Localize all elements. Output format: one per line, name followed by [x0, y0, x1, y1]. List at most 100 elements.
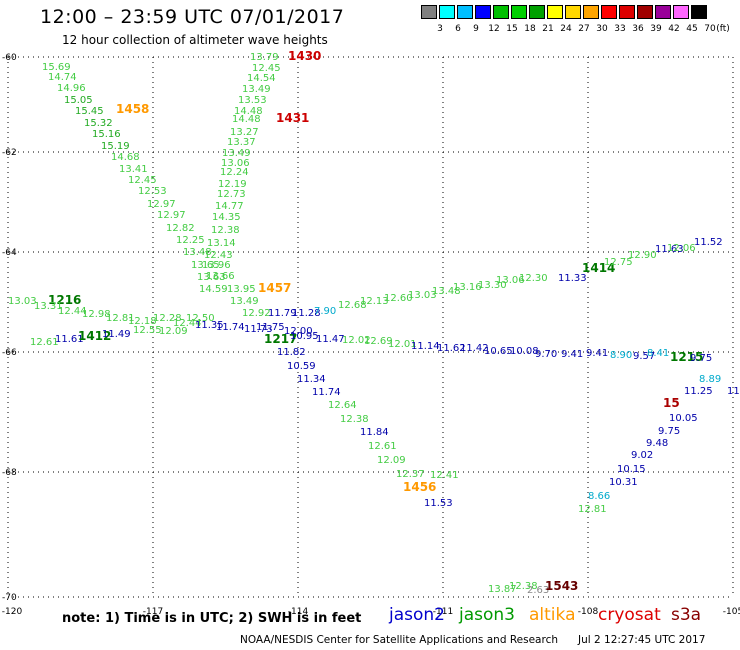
wave-height-label: 11.62: [437, 343, 466, 354]
scale-swatch: [457, 5, 473, 19]
wave-height-label: 13.79: [250, 52, 279, 63]
wave-height-label: 14.77: [215, 201, 244, 212]
legend-s3a: s3a: [671, 605, 702, 625]
legend-jason2: jason2: [389, 605, 445, 625]
scale-label: 15: [506, 24, 518, 34]
scale-swatch: [637, 5, 653, 19]
scale-swatch: [493, 5, 509, 19]
legend-jason3: jason3: [459, 605, 515, 625]
wave-height-label: 12.18: [128, 316, 157, 327]
scale-label: 36: [632, 24, 644, 34]
wave-height-label: 10.05: [669, 413, 698, 424]
credit-text: NOAA/NESDIS Center for Satellite Applica…: [240, 634, 558, 646]
wave-height-label: 11.75: [256, 322, 285, 333]
wave-height-label: 12.01: [388, 339, 417, 350]
wave-height-label: 13.03: [408, 290, 437, 301]
pass-time-label: 1217: [264, 332, 297, 346]
wave-height-label: 9.70: [535, 349, 557, 360]
wave-height-label: 11.25: [684, 386, 713, 397]
wave-height-label: 12.30: [519, 273, 548, 284]
scale-label: 3: [437, 24, 443, 34]
wave-height-label: 14.48: [234, 106, 263, 117]
wave-height-label: 12.75: [604, 257, 633, 268]
pass-time-label: 1412: [78, 329, 111, 343]
legend-cryosat: cryosat: [598, 605, 661, 625]
wave-height-label: 12.53: [138, 186, 167, 197]
wave-height-label: 12.45: [128, 175, 157, 186]
wave-height-label: 12.38: [211, 225, 240, 236]
timestamp-text: Jul 2 12:27:45 UTC 2017: [578, 634, 706, 646]
wave-height-label: 12.97: [147, 199, 176, 210]
scale-label: 9: [473, 24, 479, 34]
scale-swatch: [439, 5, 455, 19]
scale-label: 39: [650, 24, 662, 34]
lon-tick-label: -114: [288, 607, 309, 617]
wave-height-label: 11.84: [360, 427, 389, 438]
wave-height-label: 11.73: [244, 324, 273, 335]
pass-time-label: 1458: [116, 102, 149, 116]
wave-height-label: 12.25: [176, 235, 205, 246]
wave-height-label: 11.63: [655, 244, 684, 255]
lon-tick-label: -108: [578, 607, 599, 617]
wave-height-label: 11.49: [102, 329, 131, 340]
wave-height-label: 12.55: [133, 325, 162, 336]
scale-swatch: [475, 5, 491, 19]
wave-height-label: 2.63: [527, 585, 549, 596]
scale-swatch: [565, 5, 581, 19]
lat-tick-label: -68: [2, 468, 17, 478]
wave-height-label: 10.59: [287, 361, 316, 372]
wave-height-label: 12.97: [157, 210, 186, 221]
wave-height-label: 12.24: [220, 167, 249, 178]
lat-tick-label: -62: [2, 148, 17, 158]
wave-height-label: 9.02: [631, 450, 653, 461]
scale-label: 6: [455, 24, 461, 34]
legend-altika: altika: [529, 605, 576, 625]
map-subtitle: 12 hour collection of altimeter wave hei…: [62, 33, 328, 47]
wave-height-label: 12.38: [509, 581, 538, 592]
wave-height-label: 11.82: [277, 347, 306, 358]
wave-height-label: 11.34: [297, 374, 326, 385]
pass-time-label: 1430: [288, 49, 321, 63]
wave-height-label: 15.45: [75, 106, 104, 117]
wave-height-label: 14.48: [232, 114, 261, 125]
wave-height-label: 13.66: [206, 271, 235, 282]
wave-height-label: 12.41: [430, 470, 459, 481]
pass-time-label: 1216: [48, 293, 81, 307]
wave-height-label: 12.81: [578, 504, 607, 515]
wave-height-label: 11.35: [195, 320, 224, 331]
wave-height-label: 12.43: [204, 250, 233, 261]
wave-height-label: 12.02: [342, 335, 371, 346]
scale-swatch: [529, 5, 545, 19]
wave-height-label: 13.87: [488, 584, 517, 595]
wave-height-label: 13.65: [191, 260, 220, 271]
scale-swatch: [673, 5, 689, 19]
wave-height-label: 11.42: [460, 343, 489, 354]
wave-height-label: 12.81: [106, 313, 135, 324]
wave-height-label: 10.15: [617, 464, 646, 475]
lon-tick-label: -120: [2, 607, 23, 617]
wave-height-label: 7.90: [314, 306, 336, 317]
wave-height-label: 10.65: [484, 346, 513, 357]
wave-height-label: 11.74: [216, 322, 245, 333]
wave-height-label: 8.90: [610, 350, 632, 361]
wave-height-label: 9.75: [658, 426, 680, 437]
scale-label: 18: [524, 24, 536, 34]
wave-height-label: 12.61: [368, 441, 397, 452]
wave-height-label: 13.16: [453, 282, 482, 293]
wave-height-label: 12.61: [30, 337, 59, 348]
wave-height-label: 14.59: [199, 284, 228, 295]
scale-label: 70: [704, 24, 716, 34]
wave-height-label: 13.41: [119, 164, 148, 175]
wave-height-label: 9.48: [646, 438, 668, 449]
wave-height-label: 13.49: [230, 296, 259, 307]
wave-height-label: 10.95: [290, 331, 319, 342]
pass-time-label: 1215: [670, 350, 703, 364]
pass-time-label: 15: [663, 396, 680, 410]
pass-time-label: 1456: [403, 480, 436, 494]
wave-height-label: 12.09: [159, 326, 188, 337]
wave-height-label: 12.69: [364, 336, 393, 347]
scale-swatch: [547, 5, 563, 19]
wave-height-label: 12.98: [82, 309, 111, 320]
